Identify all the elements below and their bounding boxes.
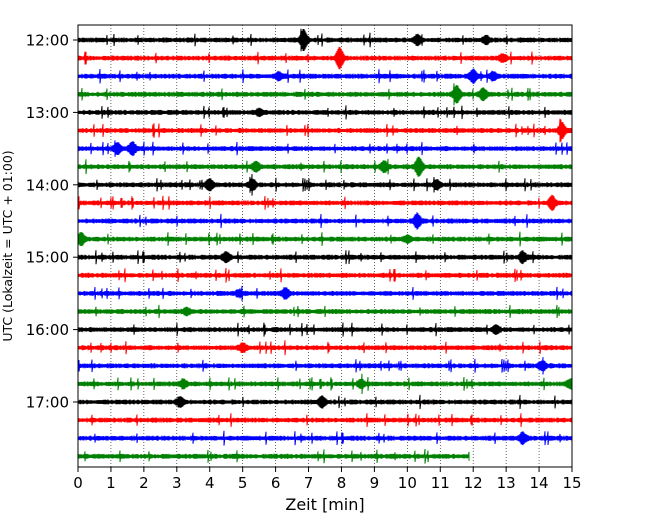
y-tick-label: 13:00: [26, 104, 69, 122]
seismic-trace: [77, 118, 573, 143]
x-tick-label: 8: [337, 474, 347, 492]
seismic-trace: [77, 250, 573, 265]
y-tick-label: 12:00: [26, 32, 69, 50]
seismic-trace: [77, 83, 573, 106]
trace-group: [77, 28, 573, 464]
x-axis: 0 1 2 3 4 5 6 7 8 9 10 11 12 13 14 15: [73, 467, 582, 492]
y-axis-label: UTC (Lokalzeit = UTC + 01:00): [0, 150, 15, 341]
y-tick-label: 14:00: [26, 176, 69, 194]
seismic-trace: [77, 357, 573, 375]
x-tick-label: 10: [398, 474, 417, 492]
x-tick-label: 7: [304, 474, 314, 492]
seismic-trace: [77, 340, 573, 356]
plot-frame: [77, 24, 573, 468]
seismic-trace: [77, 285, 573, 301]
seismic-trace: [77, 46, 573, 70]
x-tick-label: 0: [73, 474, 83, 492]
seismic-trace: [77, 448, 470, 464]
seismic-trace: [77, 304, 573, 319]
seismic-trace: [77, 413, 573, 427]
x-tick-label: 4: [205, 474, 215, 492]
x-tick-label: 15: [562, 474, 581, 492]
seismic-trace: [77, 194, 573, 212]
x-tick-label: 1: [106, 474, 116, 492]
x-tick-label: 14: [530, 474, 549, 492]
x-tick-label: 9: [370, 474, 380, 492]
seismic-trace: [77, 156, 573, 177]
seismic-trace: [77, 430, 573, 446]
x-tick-label: 11: [431, 474, 450, 492]
seismic-trace: [77, 28, 573, 52]
x-tick-label: 5: [238, 474, 248, 492]
x-tick-label: 12: [464, 474, 483, 492]
seismic-trace: [77, 173, 573, 196]
seismic-trace: [77, 373, 573, 395]
x-axis-label: Zeit [min]: [285, 495, 364, 514]
y-tick-label: 17:00: [26, 394, 69, 412]
x-tick-label: 3: [172, 474, 182, 492]
y-tick-label: 15:00: [26, 249, 69, 267]
x-tick-label: 6: [271, 474, 281, 492]
x-tick-label: 2: [139, 474, 149, 492]
seismic-trace: [77, 140, 573, 157]
seismic-trace: [77, 231, 573, 247]
seismic-trace: [77, 267, 573, 283]
seismic-trace: [77, 394, 573, 410]
seismic-trace: [77, 68, 573, 84]
seismic-trace: [77, 105, 573, 120]
x-tick-label: 13: [497, 474, 516, 492]
y-axis: 12:00 13:00 14:00 15:00 16:00 17:00: [26, 32, 78, 412]
seismic-trace: [77, 212, 573, 230]
y-tick-label: 16:00: [26, 321, 69, 339]
seismic-trace: [77, 322, 573, 337]
